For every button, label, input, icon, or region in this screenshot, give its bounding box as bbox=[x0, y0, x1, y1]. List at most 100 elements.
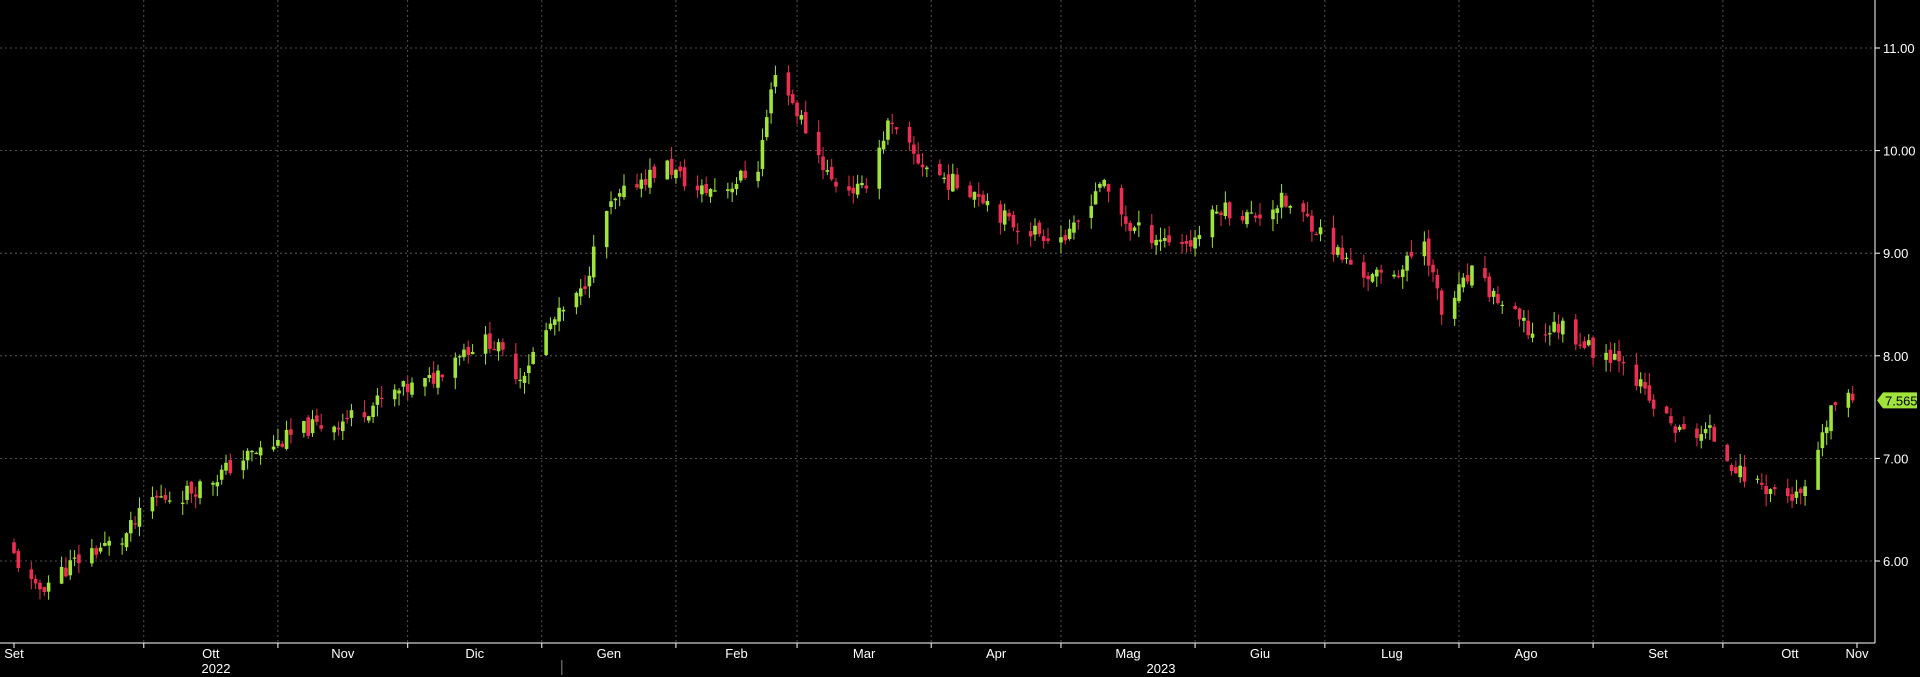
candle-body bbox=[764, 117, 769, 138]
candle-body bbox=[427, 375, 432, 378]
candle-body bbox=[1132, 227, 1137, 231]
candle-body bbox=[730, 188, 734, 193]
candle-body bbox=[77, 554, 81, 564]
y-tick-label: 7.00 bbox=[1883, 451, 1908, 466]
candle-body bbox=[1612, 353, 1617, 360]
candle-body bbox=[1573, 319, 1578, 345]
candle-body bbox=[371, 405, 375, 418]
candle-body bbox=[1392, 274, 1396, 277]
candle-body bbox=[825, 170, 830, 172]
candle-body bbox=[68, 560, 73, 576]
candle-body bbox=[1253, 215, 1258, 218]
candle-body bbox=[1106, 184, 1111, 192]
candle-body bbox=[1439, 290, 1444, 315]
candle-body bbox=[180, 502, 185, 504]
candle-body bbox=[198, 481, 202, 499]
candle-body bbox=[1712, 426, 1717, 442]
candle-body bbox=[1457, 284, 1461, 302]
candle-body bbox=[1318, 227, 1323, 235]
candle-body bbox=[501, 342, 505, 350]
candle-body bbox=[392, 389, 397, 400]
candle-body bbox=[1098, 183, 1102, 188]
candle-body bbox=[492, 348, 497, 351]
candle-body bbox=[518, 379, 522, 382]
candle-body bbox=[1465, 275, 1470, 282]
candle-body bbox=[1790, 494, 1794, 501]
candle-body bbox=[894, 127, 899, 130]
candle-body bbox=[59, 566, 64, 584]
x-month-label: Set bbox=[1648, 646, 1668, 661]
candle-body bbox=[401, 381, 406, 387]
candle-body bbox=[886, 120, 890, 140]
candle-body bbox=[133, 523, 137, 525]
candle-body bbox=[1184, 241, 1189, 244]
candle-body bbox=[1240, 216, 1245, 221]
candle-body bbox=[1664, 406, 1669, 414]
candle-body bbox=[583, 286, 587, 289]
candle-body bbox=[245, 450, 250, 461]
candle-body bbox=[1522, 317, 1526, 321]
y-tick-label: 8.00 bbox=[1883, 349, 1908, 364]
x-month-label: Ago bbox=[1514, 646, 1537, 661]
candle-body bbox=[912, 144, 916, 154]
candle-body bbox=[1755, 478, 1760, 480]
candle-body bbox=[976, 194, 981, 197]
candle-body bbox=[129, 520, 133, 534]
candle-body bbox=[1850, 393, 1855, 401]
candle-body bbox=[578, 288, 583, 297]
candle-body bbox=[1621, 361, 1626, 364]
candle-body bbox=[1651, 399, 1656, 409]
candle-body bbox=[695, 185, 700, 191]
candle-body bbox=[790, 94, 795, 104]
candle-body bbox=[1470, 265, 1474, 286]
year-label: 2023 bbox=[1147, 661, 1176, 676]
candle-body bbox=[1093, 191, 1098, 205]
candle-body bbox=[847, 186, 851, 191]
candle-body bbox=[925, 167, 929, 170]
candle-body bbox=[1820, 432, 1825, 449]
candle-body bbox=[708, 188, 713, 197]
candle-body bbox=[250, 450, 254, 453]
last-price-tag-shape bbox=[1877, 392, 1917, 409]
candle-body bbox=[591, 246, 596, 278]
candle-body bbox=[1041, 236, 1046, 242]
candle-body bbox=[1405, 255, 1409, 271]
candle-body bbox=[1314, 233, 1319, 236]
candle-body bbox=[648, 169, 652, 188]
candle-body bbox=[700, 185, 704, 195]
candle-body bbox=[1249, 212, 1254, 214]
candle-body bbox=[1245, 212, 1249, 225]
candle-body bbox=[1366, 275, 1370, 280]
candle-body bbox=[38, 582, 42, 590]
candle-body bbox=[1124, 216, 1128, 224]
candle-body bbox=[834, 181, 838, 187]
candle-body bbox=[12, 542, 16, 554]
candle-body bbox=[1798, 488, 1803, 494]
candle-body bbox=[470, 351, 475, 355]
candle-body bbox=[514, 353, 518, 380]
candle-body bbox=[94, 548, 98, 555]
y-axis: 6.00 7.00 8.00 9.00 10.00 11.00 7.565 bbox=[1874, 0, 1918, 643]
candle-body bbox=[405, 383, 410, 393]
candle-body bbox=[336, 427, 341, 430]
candle-body bbox=[29, 569, 34, 580]
candle-body bbox=[1288, 205, 1293, 208]
x-month-label: Apr bbox=[986, 646, 1007, 661]
x-month-label: Nov bbox=[1845, 646, 1869, 661]
last-price-label: 7.565 bbox=[1885, 393, 1918, 408]
candle-body bbox=[1695, 428, 1699, 439]
candle-body bbox=[739, 170, 743, 181]
candle-body bbox=[1829, 405, 1833, 432]
candle-body bbox=[1824, 427, 1829, 434]
candle-body bbox=[1617, 350, 1621, 362]
candle-body bbox=[531, 351, 535, 364]
candle-body bbox=[1699, 434, 1704, 441]
candle-body bbox=[704, 184, 709, 194]
candle-body bbox=[1059, 237, 1063, 243]
candle-body bbox=[1162, 238, 1167, 241]
candle-body bbox=[1500, 304, 1505, 307]
candle-body bbox=[1725, 444, 1730, 462]
candle-body bbox=[851, 187, 856, 194]
candle-body bbox=[1517, 308, 1522, 320]
candle-body bbox=[150, 497, 155, 512]
